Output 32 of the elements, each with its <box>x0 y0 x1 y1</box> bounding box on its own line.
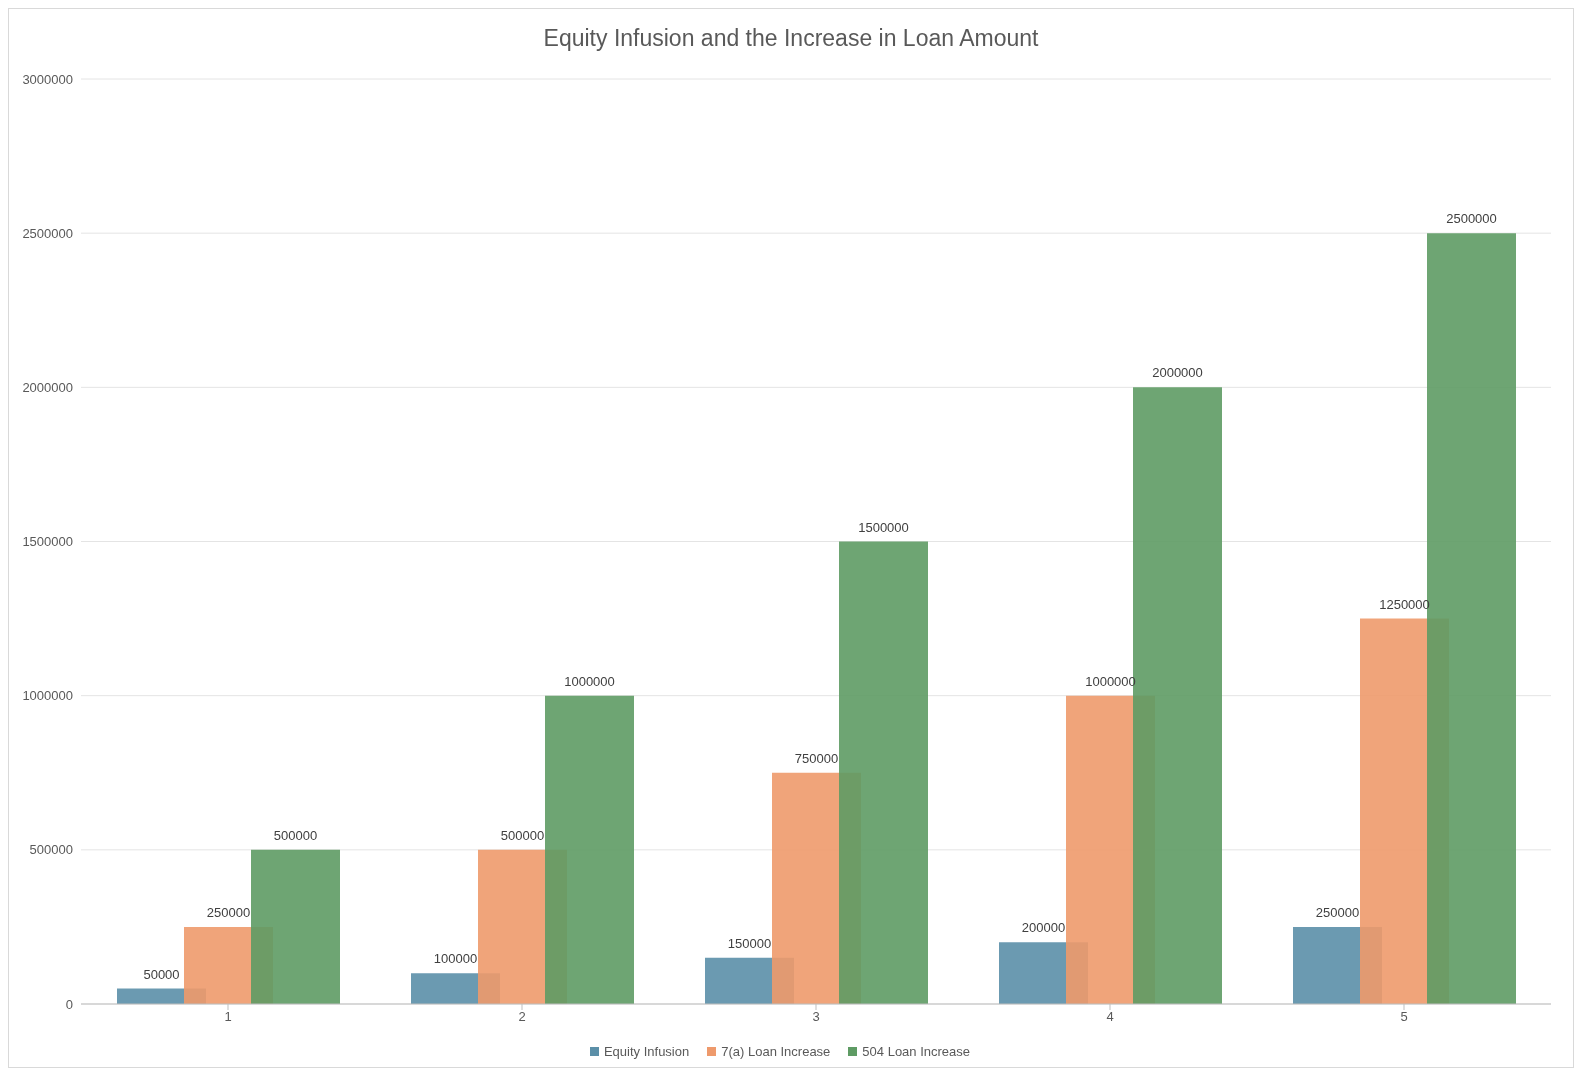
data-label: 100000 <box>433 951 478 967</box>
x-tick-label: 3 <box>812 1009 820 1025</box>
data-label: 1000000 <box>564 673 615 689</box>
y-tick-label: 2500000 <box>22 225 73 241</box>
y-tick-label: 3000000 <box>22 71 73 87</box>
data-label: 50000 <box>143 966 180 982</box>
bar <box>251 849 340 1004</box>
x-tick-label: 4 <box>1106 1009 1114 1025</box>
y-tick-label: 0 <box>65 996 73 1012</box>
data-label: 750000 <box>794 750 839 766</box>
data-label: 500000 <box>273 827 318 843</box>
data-label: 150000 <box>727 935 772 951</box>
data-label: 1500000 <box>858 519 909 535</box>
x-tick-label: 5 <box>1400 1009 1408 1025</box>
x-tick-label: 2 <box>518 1009 526 1025</box>
y-tick-label: 2000000 <box>22 379 73 395</box>
legend-label: 7(a) Loan Increase <box>720 1044 831 1059</box>
y-tick-label: 500000 <box>29 842 73 858</box>
chart-title: Equity Infusion and the Increase in Loan Amount <box>542 24 1040 53</box>
data-label: 200000 <box>1021 920 1066 936</box>
y-tick-label: 1500000 <box>22 534 73 550</box>
data-label: 250000 <box>206 904 251 920</box>
legend-label: Equity Infusion <box>602 1044 690 1059</box>
data-label: 500000 <box>500 827 545 843</box>
data-label: 2000000 <box>1152 365 1203 381</box>
y-tick-label: 1000000 <box>22 688 73 704</box>
data-label: 250000 <box>1315 904 1360 920</box>
bar <box>545 695 634 1004</box>
x-tick-label: 1 <box>224 1009 232 1025</box>
bar <box>839 541 928 1004</box>
legend-label: 504 Loan Increase <box>861 1044 971 1059</box>
data-label: 2500000 <box>1446 211 1497 227</box>
